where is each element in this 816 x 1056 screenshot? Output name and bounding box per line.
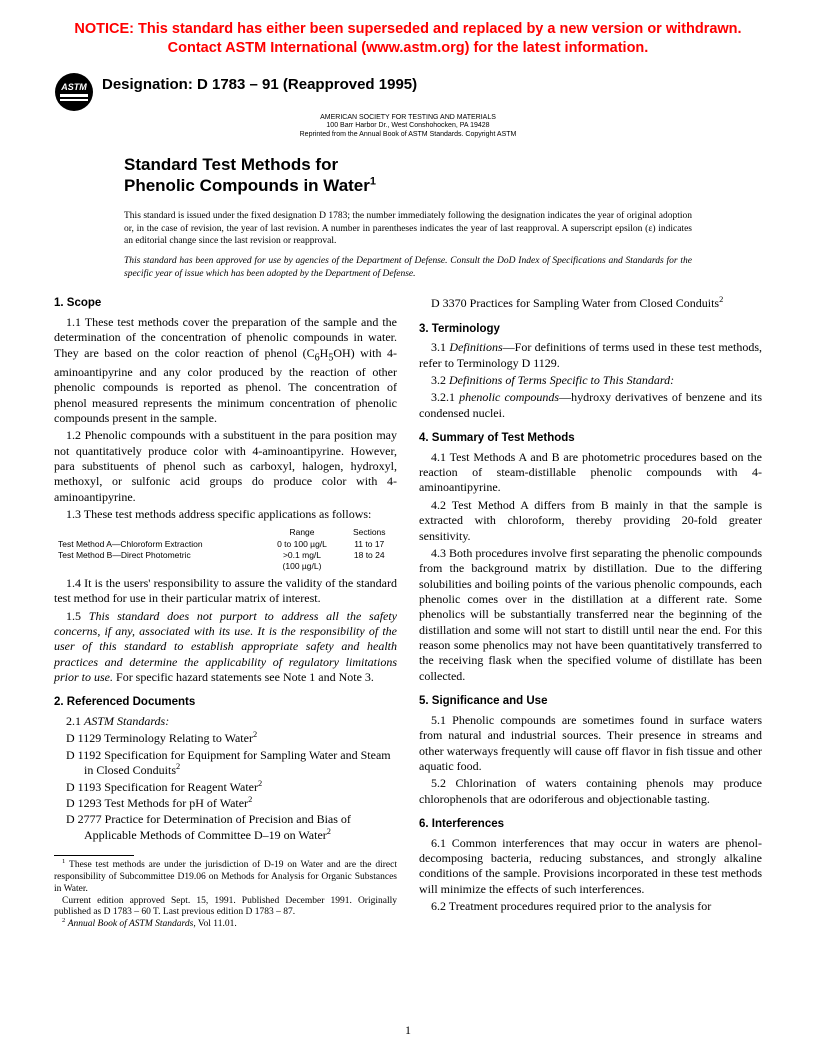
svg-text:ASTM: ASTM	[60, 82, 87, 92]
society-line2: 100 Barr Harbor Dr., West Conshohocken, …	[54, 122, 762, 131]
para-1-2: 1.2 Phenolic compounds with a substituen…	[54, 428, 397, 505]
document-title: Standard Test Methods for Phenolic Compo…	[124, 154, 762, 197]
para-1-3: 1.3 These test methods address specific …	[54, 507, 397, 522]
method-b-range2: (100 µg/L)	[263, 561, 342, 572]
method-b-sections: 18 to 24	[341, 550, 397, 561]
section-3-head: 3. Terminology	[419, 322, 762, 337]
method-b-name2	[54, 561, 263, 572]
section-5-head: 5. Significance and Use	[419, 694, 762, 709]
section-4-head: 4. Summary of Test Methods	[419, 431, 762, 446]
method-a-range: 0 to 100 µg/L	[263, 539, 342, 550]
para-3-2: 3.2 Definitions of Terms Specific to Thi…	[419, 373, 762, 388]
para-5-1: 5.1 Phenolic compounds are sometimes fou…	[419, 713, 762, 774]
page-number: 1	[0, 1023, 816, 1038]
ref-d1129: D 1129 Terminology Relating to Water2	[54, 731, 397, 746]
para-1-5: 1.5 This standard does not purport to ad…	[54, 609, 397, 686]
method-b-name: Test Method B—Direct Photometric	[54, 550, 263, 561]
society-info: AMERICAN SOCIETY FOR TESTING AND MATERIA…	[54, 114, 762, 140]
designation: Designation: D 1783 – 91 (Reapproved 199…	[102, 76, 417, 93]
title-superscript: 1	[370, 176, 376, 188]
para-2-1: 2.1 ASTM Standards:	[54, 714, 397, 729]
para-5-2: 5.2 Chlorination of waters containing ph…	[419, 776, 762, 807]
footnote-1b: Current edition approved Sept. 15, 1991.…	[54, 896, 397, 920]
method-b-range: >0.1 mg/L	[263, 550, 342, 561]
para-6-2: 6.2 Treatment procedures required prior …	[419, 899, 762, 914]
footnote-rule	[54, 855, 134, 856]
society-line3: Reprinted from the Annual Book of ASTM S…	[54, 131, 762, 140]
col-range: Range	[263, 526, 342, 539]
method-b-sections2	[341, 561, 397, 572]
header-row: ASTM Designation: D 1783 – 91 (Reapprove…	[54, 72, 762, 112]
ref-d1192: D 1192 Specification for Equipment for S…	[54, 748, 397, 779]
para-4-2: 4.2 Test Method A differs from B mainly …	[419, 498, 762, 544]
footnote-2: 2 Annual Book of ASTM Standards, Vol 11.…	[54, 919, 397, 931]
section-1-head: 1. Scope	[54, 296, 397, 311]
title-line1: Standard Test Methods for	[124, 155, 338, 174]
method-a-name: Test Method A—Chloroform Extraction	[54, 539, 263, 550]
issuance-note: This standard is issued under the fixed …	[124, 210, 692, 247]
ref-d2777: D 2777 Practice for Determination of Pre…	[54, 812, 397, 843]
para-6-1: 6.1 Common interferences that may occur …	[419, 836, 762, 897]
section-6-head: 6. Interferences	[419, 817, 762, 832]
para-3-2-1: 3.2.1 phenolic compounds—hydroxy derivat…	[419, 390, 762, 421]
para-3-1: 3.1 Definitions—For definitions of terms…	[419, 340, 762, 371]
section-2-head: 2. Referenced Documents	[54, 695, 397, 710]
society-line1: AMERICAN SOCIETY FOR TESTING AND MATERIA…	[54, 114, 762, 123]
footnote-1: 1 These test methods are under the juris…	[54, 860, 397, 896]
para-4-3: 4.3 Both procedures involve first separa…	[419, 546, 762, 684]
methods-table: RangeSections Test Method A—Chloroform E…	[54, 526, 397, 572]
ref-d3370: D 3370 Practices for Sampling Water from…	[419, 296, 762, 311]
astm-logo: ASTM	[54, 72, 94, 112]
dod-approval-note: This standard has been approved for use …	[124, 255, 692, 280]
ref-d1293: D 1293 Test Methods for pH of Water2	[54, 796, 397, 811]
para-1-1: 1.1 These test methods cover the prepara…	[54, 315, 397, 426]
title-line2: Phenolic Compounds in Water	[124, 176, 370, 195]
col-sections: Sections	[341, 526, 397, 539]
para-1-4: 1.4 It is the users' responsibility to a…	[54, 576, 397, 607]
ref-d1193: D 1193 Specification for Reagent Water2	[54, 780, 397, 795]
body-columns: 1. Scope 1.1 These test methods cover th…	[54, 296, 762, 931]
notice-banner: NOTICE: This standard has either been su…	[54, 20, 762, 58]
method-a-sections: 11 to 17	[341, 539, 397, 550]
para-4-1: 4.1 Test Methods A and B are photometric…	[419, 450, 762, 496]
